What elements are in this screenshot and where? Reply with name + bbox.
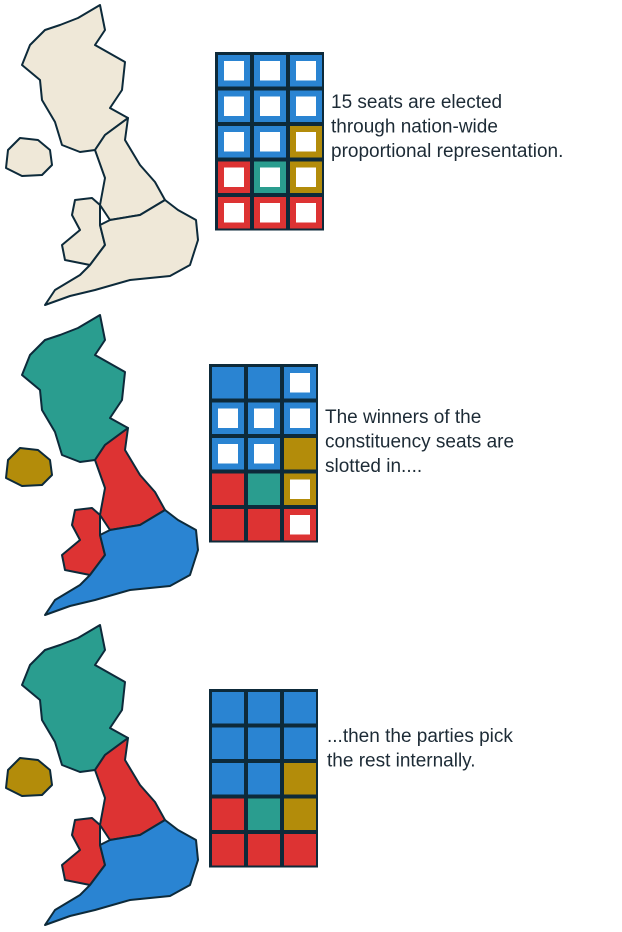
seat xyxy=(212,763,244,795)
seat xyxy=(284,727,316,759)
seat xyxy=(248,798,280,830)
seat-slot xyxy=(224,61,244,81)
seat-slot xyxy=(224,203,244,223)
seat xyxy=(248,473,280,505)
seat-slot xyxy=(296,96,316,116)
seat xyxy=(284,692,316,724)
seat-slot xyxy=(296,61,316,81)
caption-line: the rest internally. xyxy=(327,751,476,772)
seat-slot xyxy=(260,96,280,116)
seat-slot xyxy=(260,167,280,187)
seat-slot xyxy=(254,408,274,428)
seat-slot xyxy=(260,61,280,81)
caption-line: constituency seats are xyxy=(325,432,514,453)
map-2 xyxy=(5,314,199,616)
seat xyxy=(248,692,280,724)
seat xyxy=(248,727,280,759)
seat xyxy=(248,367,280,399)
caption-line: 15 seats are elected xyxy=(331,92,502,113)
caption-line: ...then the parties pick xyxy=(327,726,513,747)
seat xyxy=(212,727,244,759)
seat xyxy=(212,798,244,830)
seat-slot xyxy=(296,132,316,152)
seat-slot xyxy=(290,408,310,428)
seat-slot xyxy=(260,203,280,223)
seat-slot xyxy=(290,515,310,535)
seat-slot xyxy=(296,203,316,223)
caption-line: slotted in.... xyxy=(325,456,422,477)
seat xyxy=(284,834,316,866)
seat-slot xyxy=(296,167,316,187)
caption-line: through nation-wide xyxy=(331,117,498,138)
seat-slot xyxy=(224,132,244,152)
seat-slot xyxy=(260,132,280,152)
seat xyxy=(212,367,244,399)
map-3 xyxy=(5,624,199,926)
seat-slot xyxy=(290,373,310,393)
map-1 xyxy=(5,4,199,306)
seat-slot xyxy=(218,408,238,428)
seat-slot xyxy=(290,479,310,499)
seat-slot xyxy=(224,96,244,116)
seat xyxy=(284,438,316,470)
seat xyxy=(248,509,280,541)
caption-line: proportional representation. xyxy=(331,141,563,162)
caption-line: The winners of the xyxy=(325,407,481,428)
seat-slot xyxy=(254,444,274,464)
seat xyxy=(284,763,316,795)
seat-slot xyxy=(218,444,238,464)
seat xyxy=(212,692,244,724)
seat xyxy=(284,798,316,830)
seat xyxy=(212,473,244,505)
seat xyxy=(248,763,280,795)
seat xyxy=(212,509,244,541)
seat xyxy=(248,834,280,866)
seat-slot xyxy=(224,167,244,187)
seat xyxy=(212,834,244,866)
